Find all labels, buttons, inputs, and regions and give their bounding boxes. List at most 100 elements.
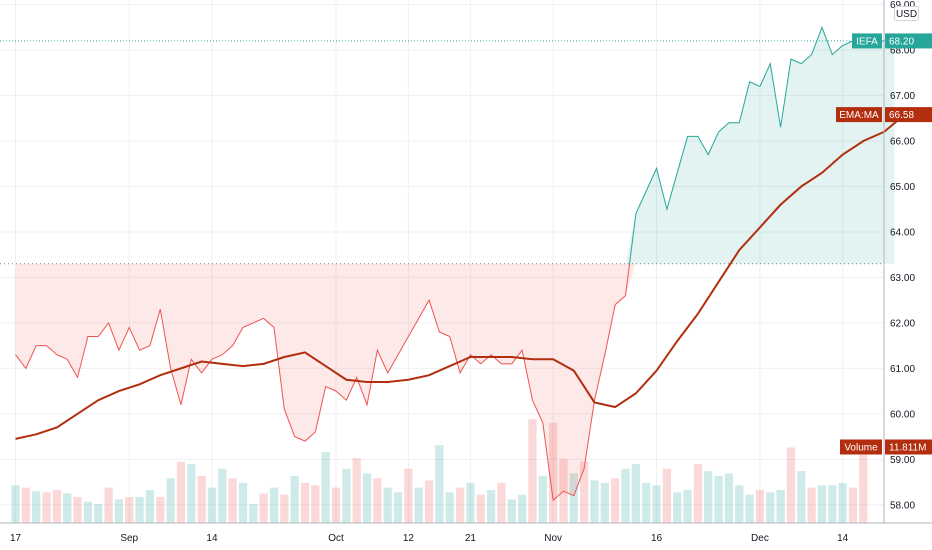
volume-bar: [590, 480, 599, 523]
volume-label-name: Volume: [844, 443, 878, 454]
volume-bar: [404, 468, 413, 523]
y-tick-label: 58.00: [890, 500, 915, 511]
volume-bar: [724, 473, 734, 523]
price-labels: IEFA 68.20 EMA:MA 66.58 Volume 11.811M USD: [836, 6, 932, 455]
volume-bar: [745, 494, 754, 523]
volume-bar: [466, 482, 475, 523]
ticker-label-value: 68.20: [889, 36, 914, 47]
currency-badge-text: USD: [896, 9, 917, 20]
volume-bar: [94, 504, 103, 523]
volume-bar: [63, 493, 72, 523]
volume-bar: [621, 468, 630, 523]
ticker-label-name: IEFA: [856, 36, 878, 47]
currency-badge[interactable]: USD: [894, 6, 919, 21]
volume-bar: [580, 461, 589, 523]
ema-line: [15, 113, 906, 440]
volume-bar: [125, 497, 134, 523]
below-baseline-area: [15, 263, 895, 501]
baseline-area: [0, 27, 895, 501]
volume-bar: [652, 485, 661, 523]
volume-bar: [776, 489, 785, 523]
volume-bar: [207, 487, 217, 523]
volume-bar: [83, 501, 93, 523]
x-tick-label: Dec: [751, 533, 769, 544]
volume-label-value: 11.811M: [889, 443, 926, 454]
volume-bar: [662, 468, 672, 523]
volume-bar: [549, 422, 558, 523]
volume-bar: [156, 497, 165, 523]
y-tick-label: 66.00: [890, 136, 915, 147]
volume-bar: [445, 492, 454, 523]
currency-badge-box[interactable]: [894, 6, 919, 21]
volume-bar: [259, 493, 268, 523]
volume-bar: [114, 499, 124, 523]
ticker-label-name-box: [852, 33, 882, 49]
volume-bar: [838, 482, 847, 523]
volume-bar: [52, 489, 62, 523]
volume-bar: [600, 482, 609, 523]
volume-bar: [528, 419, 537, 523]
ema-label-name: EMA:MA: [839, 110, 879, 121]
ticker-label-value-box: [885, 33, 932, 49]
volume-bar: [269, 487, 279, 523]
volume-bar: [435, 445, 444, 523]
volume-bar: [228, 478, 237, 523]
grid-lines: [0, 0, 884, 523]
volume-bar: [569, 473, 578, 523]
volume-bar: [507, 499, 516, 523]
price-line-down: [15, 263, 631, 502]
x-tick-label: 12: [403, 533, 415, 544]
volume-bar: [642, 482, 651, 523]
x-tick-label: Oct: [328, 533, 344, 544]
volume-bar: [455, 487, 465, 523]
volume-bar: [42, 492, 51, 523]
x-tick-label: 14: [837, 533, 849, 544]
ema-label: EMA:MA 66.58: [836, 107, 932, 123]
volume-bar: [683, 489, 692, 523]
volume-label: Volume 11.811M: [840, 439, 932, 455]
volume-bar: [249, 504, 258, 523]
volume-label-name-box: [840, 439, 882, 455]
volume-bar: [187, 464, 196, 523]
y-tick-label: 60.00: [890, 409, 915, 420]
volume-bar: [104, 487, 113, 523]
y-tick-label: 69.00: [890, 0, 915, 11]
series-lines: [0, 25, 906, 502]
volume-bar: [517, 494, 527, 523]
volume-bar: [414, 487, 423, 523]
volume-bar: [673, 492, 682, 523]
volume-bar: [176, 461, 186, 523]
volume-bar: [311, 485, 320, 523]
volume-bar: [797, 471, 806, 523]
ticker-label: IEFA 68.20: [852, 33, 932, 49]
volume-bar: [393, 492, 403, 523]
volume-bar: [486, 489, 496, 523]
volume-bar: [362, 473, 372, 523]
volume-bar: [373, 478, 382, 523]
x-tick-label: 17: [10, 533, 22, 544]
x-tick-label: 14: [206, 533, 218, 544]
volume-bar: [135, 497, 144, 523]
y-tick-label: 63.00: [890, 273, 915, 284]
volume-label-value-box: [885, 439, 932, 455]
volume-bar: [218, 468, 227, 523]
volume-bar: [735, 485, 744, 523]
x-tick-label: 16: [651, 533, 663, 544]
y-tick-label: 68.00: [890, 46, 915, 57]
y-tick-label: 62.00: [890, 318, 915, 329]
volume-bar: [352, 458, 361, 523]
volume-bar: [714, 475, 723, 523]
price-line-up: [629, 25, 895, 264]
above-baseline-area: [15, 27, 895, 264]
y-tick-label: 61.00: [890, 364, 915, 375]
volume-bar: [538, 475, 547, 523]
volume-bar: [290, 475, 299, 523]
volume-bar: [807, 487, 816, 523]
volume-bar: [848, 487, 858, 523]
volume-bar: [166, 478, 175, 523]
volume-bar: [424, 480, 434, 523]
ema-label-value-box: [885, 107, 932, 123]
volume-bars: [11, 419, 868, 523]
x-tick-label: Nov: [544, 533, 562, 544]
